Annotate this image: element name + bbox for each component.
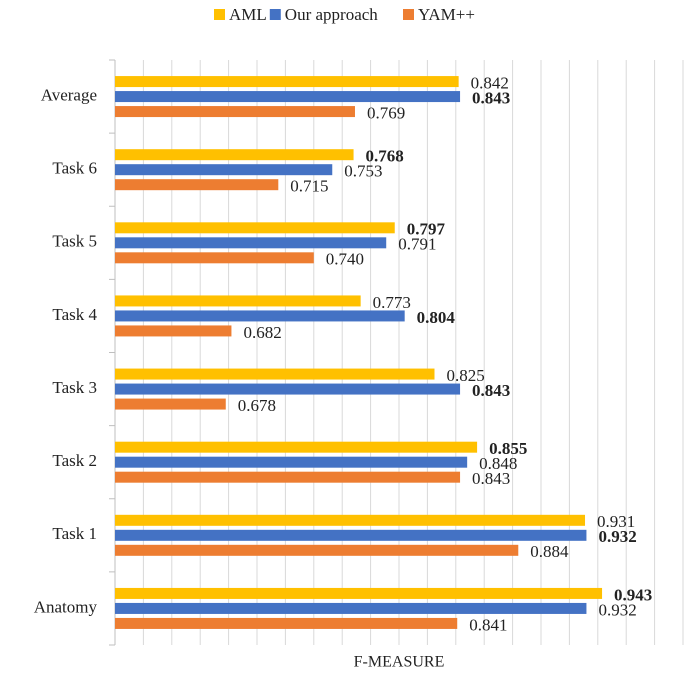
legend-swatch [403,9,414,20]
data-label: 0.715 [290,177,328,196]
bar [115,310,405,322]
data-label: 0.740 [326,250,364,269]
bar [115,149,354,161]
data-label: 0.855 [489,439,527,458]
y-tick-label: Task 4 [52,305,97,324]
bar [115,325,232,337]
data-label: 0.791 [398,235,436,254]
bar [115,106,355,118]
y-tick-label: Task 5 [52,232,97,251]
y-tick-label: Task 6 [52,159,97,178]
data-label: 0.884 [530,542,569,561]
data-label: 0.931 [597,512,635,531]
legend-swatch [269,9,281,20]
y-tick-label: Average [41,85,97,104]
bar [115,617,458,629]
legend-label: AML [229,5,267,24]
bar [115,91,461,103]
bar [115,587,603,599]
data-label: 0.843 [472,88,510,107]
data-label: 0.932 [598,600,636,619]
y-tick-label: Task 1 [52,524,97,543]
bar [115,383,461,395]
bar [115,398,226,410]
data-label: 0.841 [469,615,507,634]
legend-label: Our approach [285,5,378,24]
data-label: 0.682 [243,323,281,342]
y-tick-label: Task 3 [52,378,97,397]
bar [115,529,587,541]
bar [115,441,478,453]
data-label: 0.943 [614,585,652,604]
data-label: 0.773 [373,293,411,312]
legend-swatch [214,9,225,20]
data-label: 0.932 [598,527,636,546]
data-label: 0.769 [367,103,405,122]
bar [115,76,459,88]
data-label: 0.768 [366,147,404,166]
bar [115,164,333,176]
data-label: 0.843 [472,381,510,400]
y-tick-label: Task 2 [52,451,97,470]
data-label: 0.843 [472,469,510,488]
bar [115,471,461,483]
y-tick-label: Anatomy [34,597,98,616]
bar [115,222,395,234]
data-label: 0.848 [479,454,517,473]
bar [115,295,361,307]
bar [115,237,387,249]
bar [115,602,587,614]
bar [115,514,586,526]
bar [115,252,314,264]
data-label: 0.797 [407,220,446,239]
bar [115,368,435,380]
data-label: 0.678 [238,396,276,415]
data-label: 0.753 [344,162,382,181]
data-label: 0.825 [447,366,485,385]
bar [115,544,519,556]
x-axis-title: F-MEASURE [354,654,445,671]
bar [115,179,279,191]
bar [115,456,468,468]
data-label: 0.804 [417,308,456,327]
legend-label: YAM++ [418,5,475,24]
data-label: 0.842 [471,73,509,92]
